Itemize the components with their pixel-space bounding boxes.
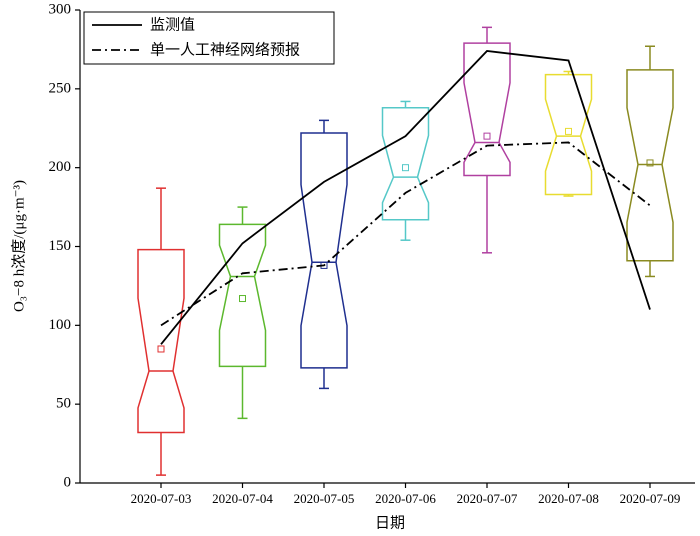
box bbox=[381, 107, 430, 221]
x-axis-label: 日期 bbox=[375, 514, 405, 531]
x-tick-label: 2020-07-08 bbox=[538, 491, 599, 506]
mean-marker bbox=[565, 127, 572, 135]
y-tick-label: 300 bbox=[49, 1, 72, 17]
y-axis-label: O₃−8 h浓度/(μg·m⁻³) bbox=[10, 180, 27, 312]
x-tick-label: 2020-07-03 bbox=[131, 491, 192, 506]
x-tick-label: 2020-07-05 bbox=[294, 491, 355, 506]
y-tick-label: 150 bbox=[49, 238, 72, 254]
y-tick-label: 50 bbox=[56, 396, 71, 412]
line bbox=[160, 141, 651, 327]
mean-marker bbox=[239, 295, 246, 303]
x-tick-label: 2020-07-06 bbox=[375, 491, 436, 506]
box bbox=[137, 248, 185, 434]
mean-marker bbox=[483, 132, 491, 140]
box bbox=[300, 132, 348, 369]
legend-label: 单一人工神经网络预报 bbox=[150, 41, 300, 59]
box bbox=[626, 69, 674, 262]
mean-marker bbox=[157, 345, 165, 353]
legend-box bbox=[83, 11, 335, 65]
x-tick-label: 2020-07-04 bbox=[212, 491, 273, 506]
line bbox=[160, 50, 651, 345]
mean-marker bbox=[646, 159, 654, 167]
y-tick-label: 200 bbox=[49, 159, 72, 175]
y-tick-label: 0 bbox=[64, 474, 72, 490]
x-tick-label: 2020-07-09 bbox=[620, 491, 681, 506]
legend-label: 监测值 bbox=[150, 16, 195, 34]
x-tick-label: 2020-07-07 bbox=[457, 491, 518, 506]
y-tick-label: 250 bbox=[49, 80, 72, 96]
y-tick-label: 100 bbox=[49, 317, 72, 333]
mean-marker bbox=[402, 164, 409, 172]
